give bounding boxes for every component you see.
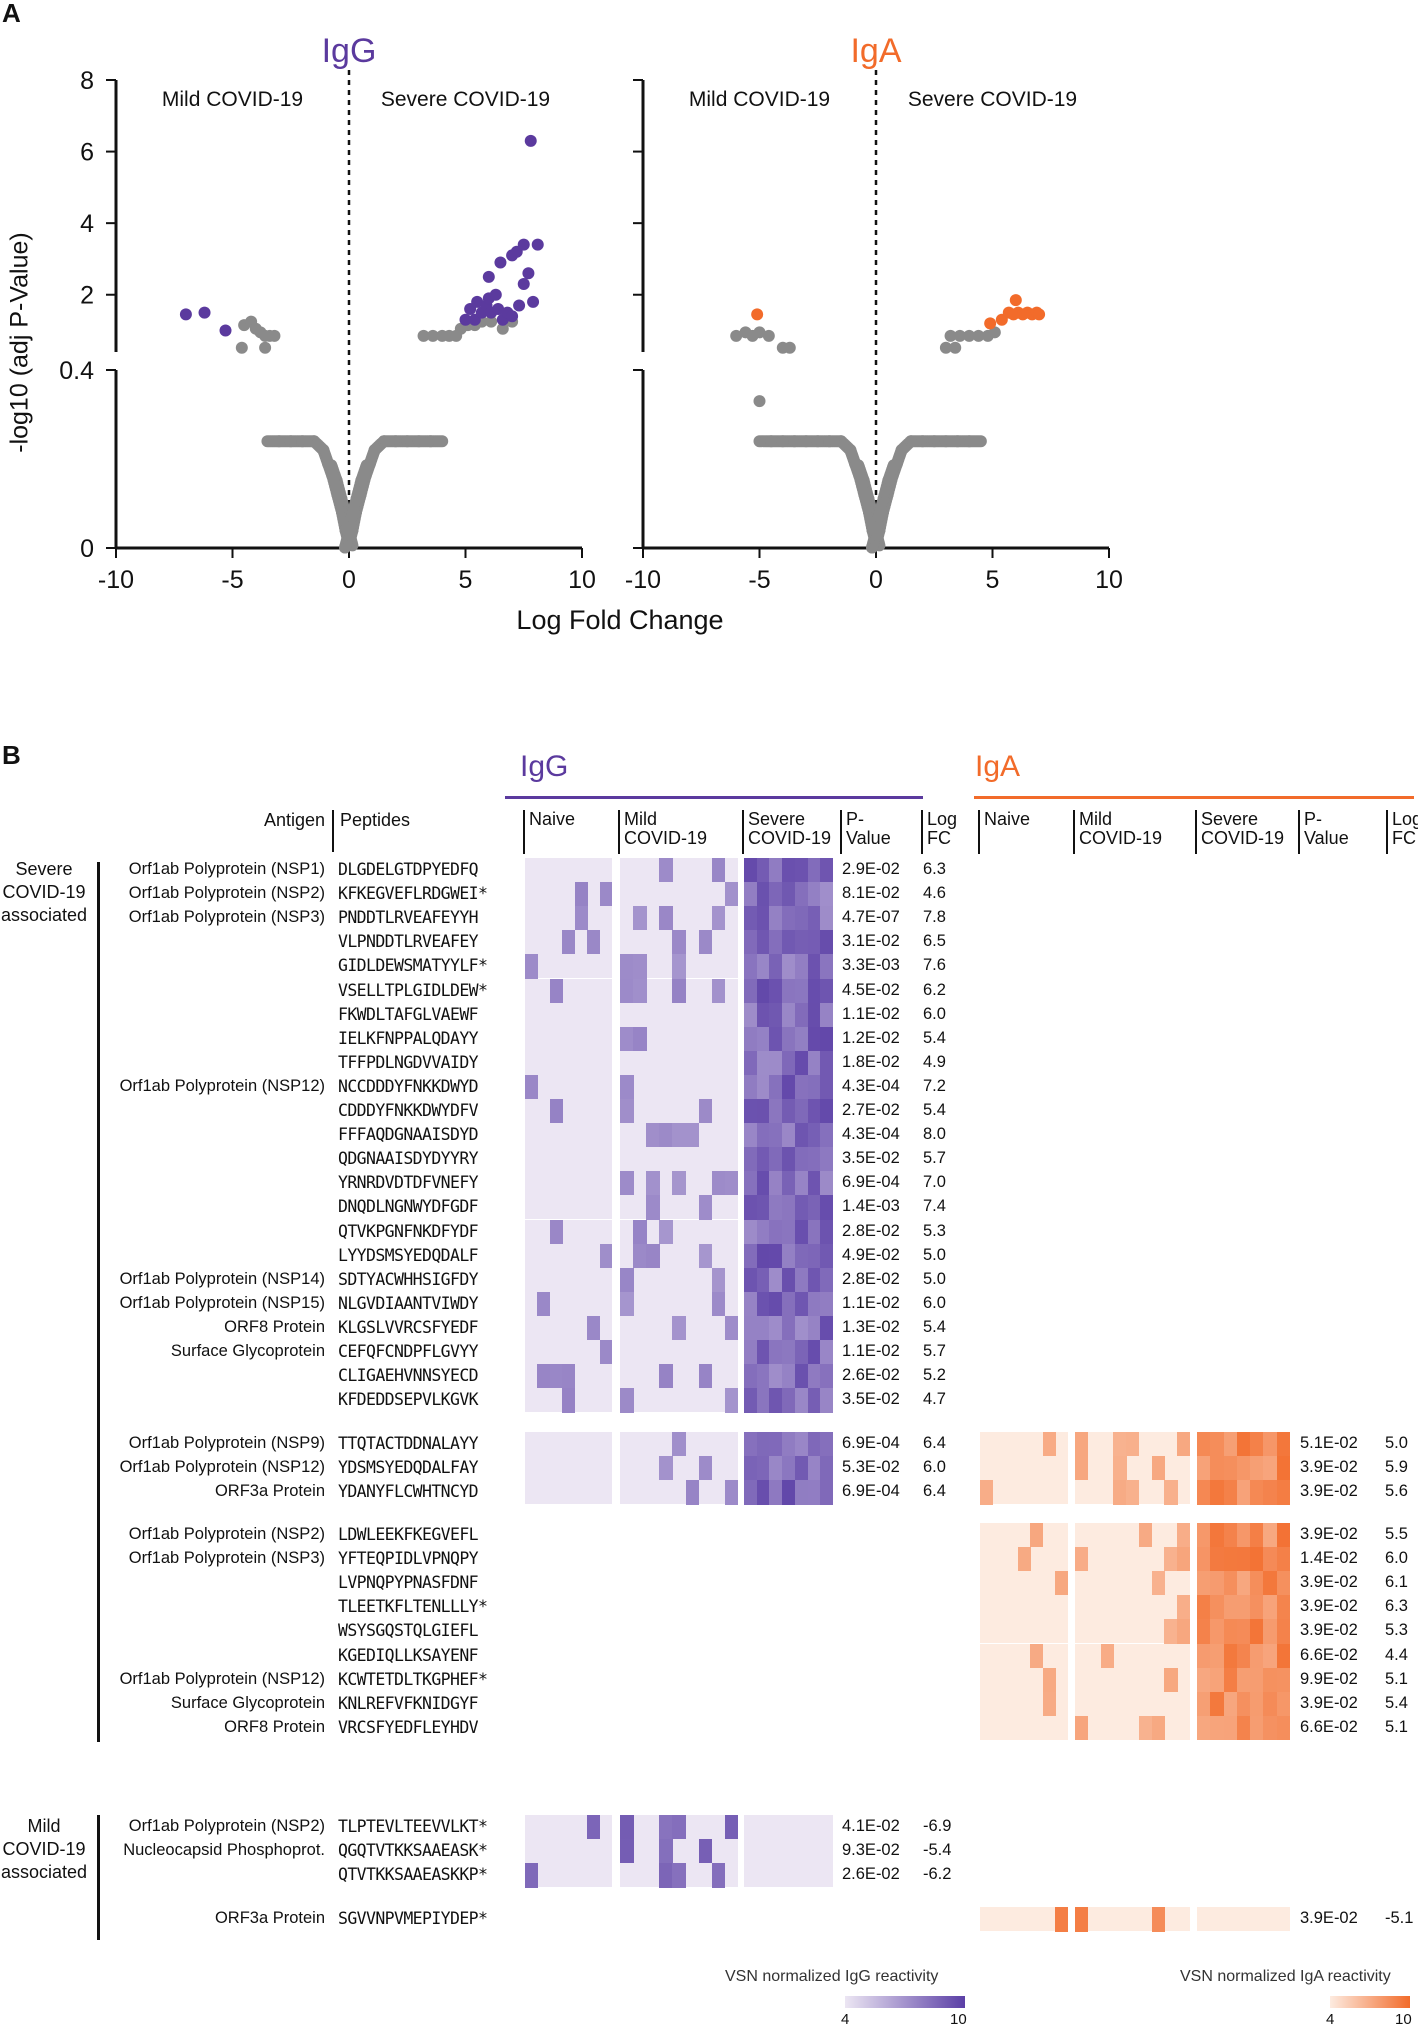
panel-a-label: A bbox=[2, 0, 21, 28]
iga-x-tick-label: 10 bbox=[1095, 566, 1123, 594]
igg-point-significant bbox=[513, 299, 526, 312]
iga-x-tick-label: 5 bbox=[986, 566, 1000, 594]
iga-point-ns bbox=[949, 341, 962, 354]
y-tick-label: 6 bbox=[80, 139, 94, 167]
igg-point-significant bbox=[517, 278, 530, 290]
igg-point-significant bbox=[522, 267, 535, 280]
igg-point-ns bbox=[235, 341, 248, 354]
iga-point-significant bbox=[984, 317, 997, 330]
panel-b-label: B bbox=[2, 740, 21, 770]
igg-point-ns bbox=[259, 341, 272, 354]
y-tick-label-zero: 0 bbox=[80, 535, 94, 563]
igg-point-significant bbox=[492, 303, 505, 316]
igg-point-significant bbox=[527, 295, 540, 308]
igg-mild-label: Mild COVID-19 bbox=[162, 88, 303, 111]
y-tick-label: 4 bbox=[80, 210, 94, 238]
igg-x-tick-label: -10 bbox=[98, 566, 134, 594]
igg-x-tick-label: 10 bbox=[568, 566, 596, 594]
igg-point-significant bbox=[506, 310, 519, 323]
igg-point-ns bbox=[496, 322, 509, 335]
iga-mild-label: Mild COVID-19 bbox=[689, 88, 830, 111]
iga-point-ns bbox=[762, 329, 775, 342]
iga-point-ns bbox=[944, 329, 957, 342]
iga-point-significant bbox=[751, 308, 764, 321]
iga-point-ns bbox=[730, 329, 743, 342]
iga-x-tick-label: -10 bbox=[625, 566, 661, 594]
igg-point-significant bbox=[517, 238, 530, 251]
igg-point-significant bbox=[531, 238, 544, 251]
igg-severe-label: Severe COVID-19 bbox=[381, 88, 550, 111]
iga-point-ns bbox=[963, 329, 976, 342]
igg-point-ns bbox=[417, 329, 430, 342]
igg-point-significant bbox=[471, 295, 484, 308]
iga-severe-label: Severe COVID-19 bbox=[908, 88, 1077, 111]
igg-point-ns bbox=[436, 435, 449, 448]
igg-point-ns bbox=[426, 329, 439, 342]
panel-a: A -log10 (adj P-Value) Log Fold Change -… bbox=[0, 0, 1418, 660]
igg-point-significant bbox=[219, 324, 232, 337]
y-tick-label: 8 bbox=[80, 67, 94, 95]
igg-x-tick-label: -5 bbox=[221, 566, 243, 594]
igg-point-significant bbox=[489, 288, 502, 301]
igg-point-significant bbox=[482, 270, 495, 283]
y-tick-label-break: 0.4 bbox=[59, 357, 94, 385]
igg-point-ns bbox=[485, 315, 498, 328]
iga-point-significant bbox=[1009, 294, 1022, 307]
iga-point-ns bbox=[953, 329, 966, 342]
igg-plot-title: IgG bbox=[322, 32, 377, 70]
iga-point-ns bbox=[939, 341, 952, 354]
iga-point-ns bbox=[988, 326, 1001, 339]
iga-point-ns bbox=[783, 341, 796, 354]
volcano-plots: -10 -5 0 5 10 2 4 6 8 0.4 0 IgG Mild COVID-19 Severe … bbox=[59, 32, 1123, 594]
igg-x-tick-label: 5 bbox=[459, 566, 473, 594]
igg-point-significant bbox=[198, 306, 211, 319]
iga-plot-title: IgA bbox=[850, 32, 901, 70]
igg-point-significant bbox=[179, 308, 192, 321]
y-tick-label: 2 bbox=[80, 282, 94, 310]
panel-b: B bbox=[0, 740, 1418, 2033]
igg-x-tick-label: 0 bbox=[342, 566, 356, 594]
igg-point-significant bbox=[494, 256, 507, 269]
iga-x-tick-label: 0 bbox=[869, 566, 883, 594]
iga-point-ns bbox=[753, 395, 766, 408]
igg-point-significant bbox=[524, 134, 537, 147]
panel-a-xlabel: Log Fold Change bbox=[516, 605, 724, 635]
igg-point-ns bbox=[268, 329, 281, 342]
iga-point-ns bbox=[974, 435, 987, 448]
igg-point-significant bbox=[459, 313, 472, 326]
iga-x-tick-label: -5 bbox=[748, 566, 770, 594]
iga-point-ns bbox=[753, 326, 766, 339]
iga-point-significant bbox=[1033, 308, 1046, 321]
iga-point-ns bbox=[972, 329, 985, 342]
